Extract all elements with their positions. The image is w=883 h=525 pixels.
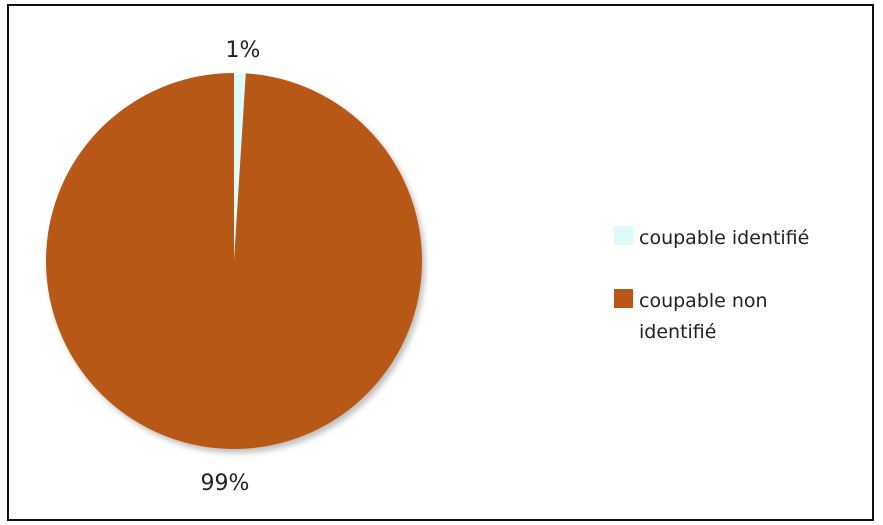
- pie-slice-2: [45, 73, 422, 450]
- pie-slice-1: [234, 73, 246, 261]
- legend-label-2-line-2: identifié: [639, 321, 716, 343]
- legend: coupable identifié coupable non identifié: [614, 226, 809, 343]
- slice-labels: 1% 99%: [201, 38, 261, 496]
- legend-swatch-2: [614, 289, 633, 308]
- legend-item-1: coupable identifié: [614, 226, 809, 249]
- legend-swatch-1: [614, 226, 633, 245]
- legend-label-2-line-1: coupable non: [639, 290, 768, 312]
- slice-label-2: 99%: [201, 471, 250, 496]
- legend-label-1-line-1: coupable identifié: [639, 227, 809, 249]
- slice-label-1: 1%: [226, 38, 261, 63]
- pie-group: [45, 73, 422, 450]
- legend-item-2: coupable non identifié: [614, 289, 768, 343]
